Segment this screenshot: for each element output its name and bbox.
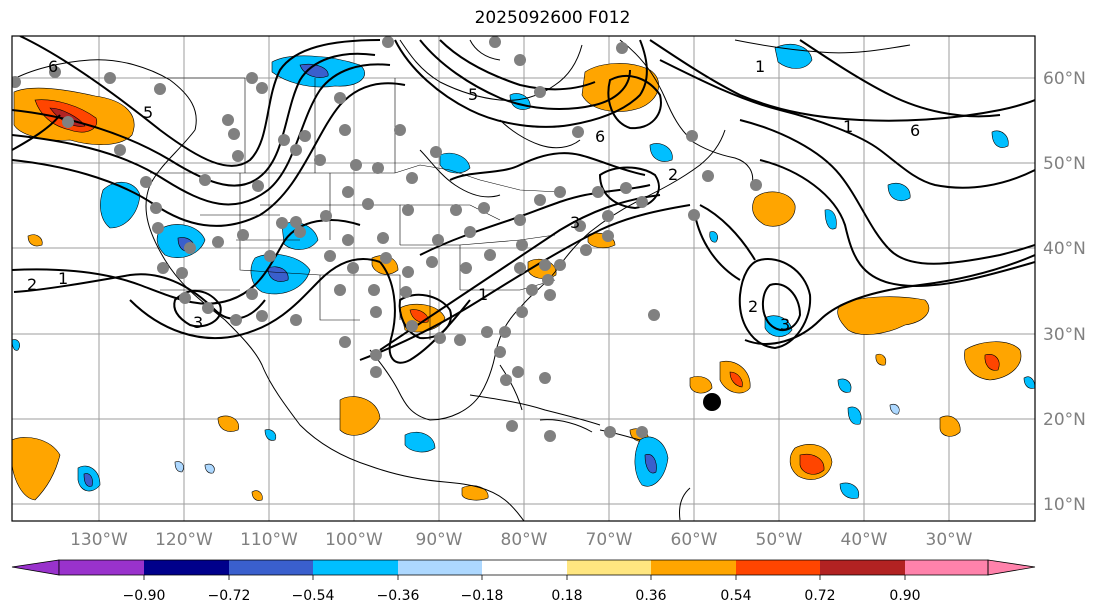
colorbar: −0.90 −0.72 −0.54 −0.36 −0.18 0.18 0.36 … — [11, 559, 1036, 604]
lon-label-100w: 100°W — [325, 530, 383, 550]
contour-label-group: 6 5 6 1 6 1 2 1 3 2 3 5 3 2 1 — [27, 57, 920, 334]
map-frame — [11, 35, 1036, 522]
colorbar-cell — [313, 560, 398, 575]
contour-label: 2 — [748, 297, 758, 316]
lon-label-70w: 70°W — [586, 530, 633, 550]
contour-label: 6 — [595, 127, 605, 146]
lat-label-20n: 20°N — [1043, 410, 1086, 430]
colorbar-cell — [567, 560, 651, 575]
contour-lines — [12, 36, 1035, 364]
colorbar-cell — [736, 560, 820, 575]
contour-label: 3 — [193, 313, 203, 332]
lon-label-120w: 120°W — [155, 530, 213, 550]
lon-label-110w: 110°W — [240, 530, 298, 550]
lon-label-90w: 90°W — [416, 530, 463, 550]
lon-label-40w: 40°W — [841, 530, 888, 550]
graticule — [12, 36, 1035, 521]
contour-label: 5 — [143, 103, 153, 122]
colorbar-tick-label: 0.54 — [720, 588, 751, 604]
colorbar-tick-label: 0.90 — [889, 588, 920, 604]
colorbar-tick-label: −0.54 — [292, 588, 335, 604]
lon-label-30w: 30°W — [926, 530, 973, 550]
cool-anomaly-shading — [12, 44, 1035, 499]
colorbar-tick-label: −0.36 — [377, 588, 420, 604]
contour-label: 6 — [910, 121, 920, 140]
contour-label: 1 — [843, 117, 853, 136]
colorbar-cell — [59, 560, 144, 575]
station-markers — [12, 36, 762, 442]
lon-label-130w: 130°W — [70, 530, 128, 550]
colorbar-tick-label: −0.18 — [461, 588, 504, 604]
lon-label-80w: 80°W — [501, 530, 548, 550]
lat-label-60n: 60°N — [1043, 69, 1086, 89]
contour-label: 1 — [755, 57, 765, 76]
contour-label: 1 — [58, 269, 68, 288]
storm-center-marker — [703, 393, 721, 411]
colorbar-cell — [987, 559, 1036, 576]
colorbar-cell — [482, 560, 567, 575]
lon-label-60w: 60°W — [671, 530, 718, 550]
colorbar-cell — [651, 560, 736, 575]
latitude-labels: 60°N 50°N 40°N 30°N 20°N 10°N — [1043, 69, 1086, 515]
colorbar-tick-label: 0.72 — [804, 588, 835, 604]
contour-label: 2 — [27, 275, 37, 294]
lat-label-50n: 50°N — [1043, 154, 1086, 174]
colorbar-cell — [144, 560, 229, 575]
lat-label-30n: 30°N — [1043, 325, 1086, 345]
longitude-labels: 130°W 120°W 110°W 100°W 90°W 80°W 70°W 6… — [70, 530, 973, 550]
colorbar-tick-label: −0.72 — [208, 588, 251, 604]
colorbar-tick-label: −0.90 — [123, 588, 166, 604]
colorbar-tick-label: 0.18 — [551, 588, 582, 604]
contour-label: 2 — [668, 165, 678, 184]
lon-label-50w: 50°W — [756, 530, 803, 550]
contour-label: 6 — [48, 57, 58, 76]
contour-label: 3 — [780, 315, 790, 334]
lat-label-40n: 40°N — [1043, 239, 1086, 259]
colorbar-cell — [229, 560, 313, 575]
colorbar-cell — [905, 560, 988, 575]
contour-label: 5 — [468, 85, 478, 104]
contour-label: 3 — [570, 213, 580, 232]
colorbar-tick-label: 0.36 — [635, 588, 666, 604]
colorbar-cell — [398, 560, 482, 575]
map-title: 2025092600 F012 — [474, 8, 631, 28]
colorbar-cell — [820, 560, 905, 575]
colorbar-cell — [11, 559, 60, 576]
contour-label: 1 — [478, 285, 488, 304]
lat-label-10n: 10°N — [1043, 495, 1086, 515]
